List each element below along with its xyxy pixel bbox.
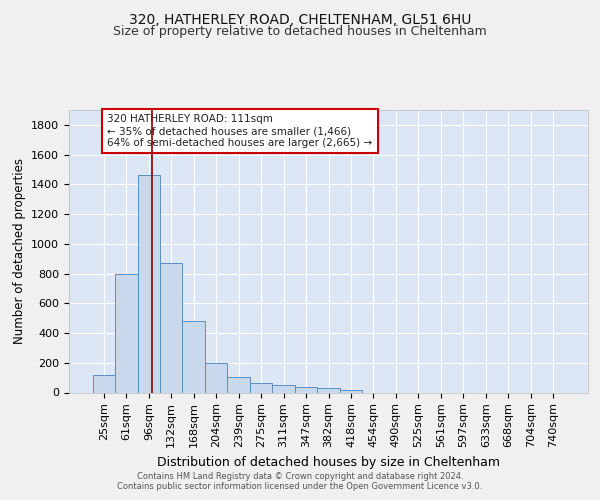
Bar <box>227 377 250 392</box>
Bar <box>92 374 115 392</box>
Bar <box>272 386 295 392</box>
Bar <box>205 363 227 392</box>
Text: Contains public sector information licensed under the Open Government Licence v3: Contains public sector information licen… <box>118 482 482 491</box>
Text: 320 HATHERLEY ROAD: 111sqm
← 35% of detached houses are smaller (1,466)
64% of s: 320 HATHERLEY ROAD: 111sqm ← 35% of deta… <box>107 114 373 148</box>
Text: Contains HM Land Registry data © Crown copyright and database right 2024.: Contains HM Land Registry data © Crown c… <box>137 472 463 481</box>
Bar <box>317 388 340 392</box>
Bar <box>340 390 362 392</box>
Bar <box>115 274 137 392</box>
Bar <box>295 388 317 392</box>
Text: Size of property relative to detached houses in Cheltenham: Size of property relative to detached ho… <box>113 25 487 38</box>
Bar <box>250 383 272 392</box>
X-axis label: Distribution of detached houses by size in Cheltenham: Distribution of detached houses by size … <box>157 456 500 468</box>
Y-axis label: Number of detached properties: Number of detached properties <box>13 158 26 344</box>
Bar <box>137 174 160 392</box>
Text: 320, HATHERLEY ROAD, CHELTENHAM, GL51 6HU: 320, HATHERLEY ROAD, CHELTENHAM, GL51 6H… <box>129 12 471 26</box>
Bar <box>182 321 205 392</box>
Bar <box>160 263 182 392</box>
